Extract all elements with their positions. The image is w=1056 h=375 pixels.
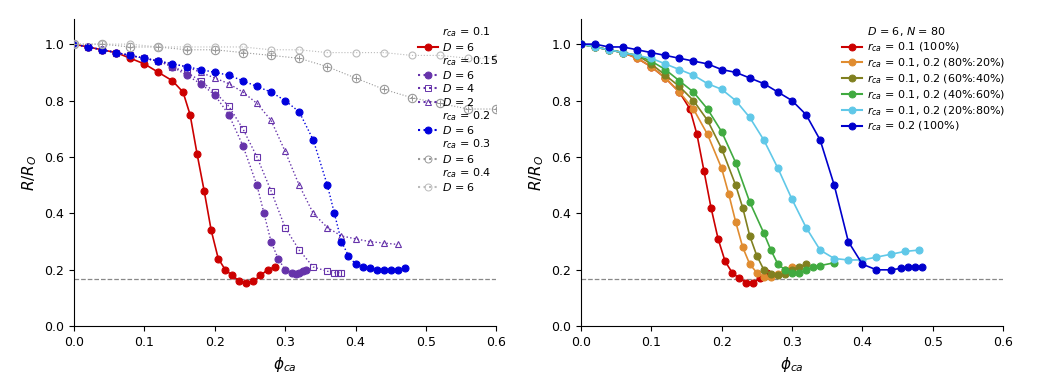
X-axis label: $\phi_{ca}$: $\phi_{ca}$ [274, 354, 297, 374]
X-axis label: $\phi_{ca}$: $\phi_{ca}$ [780, 354, 804, 374]
Y-axis label: $R/R_O$: $R/R_O$ [527, 154, 546, 190]
Legend: $D$ = 6, $N$ = 80, $r_{ca}$ = 0.1 (100%), $r_{ca}$ = 0.1, 0.2 (80%:20%), $r_{ca}: $D$ = 6, $N$ = 80, $r_{ca}$ = 0.1 (100%)… [837, 21, 1010, 138]
Legend: $r_{ca}$ = 0.1, $D$ = 6, $r_{ca}$ = 0.15, $D$ = 6, $D$ = 4, $D$ = 2, $r_{ca}$ = : $r_{ca}$ = 0.1, $D$ = 6, $r_{ca}$ = 0.15… [413, 21, 503, 198]
Y-axis label: $R/R_O$: $R/R_O$ [20, 154, 39, 190]
